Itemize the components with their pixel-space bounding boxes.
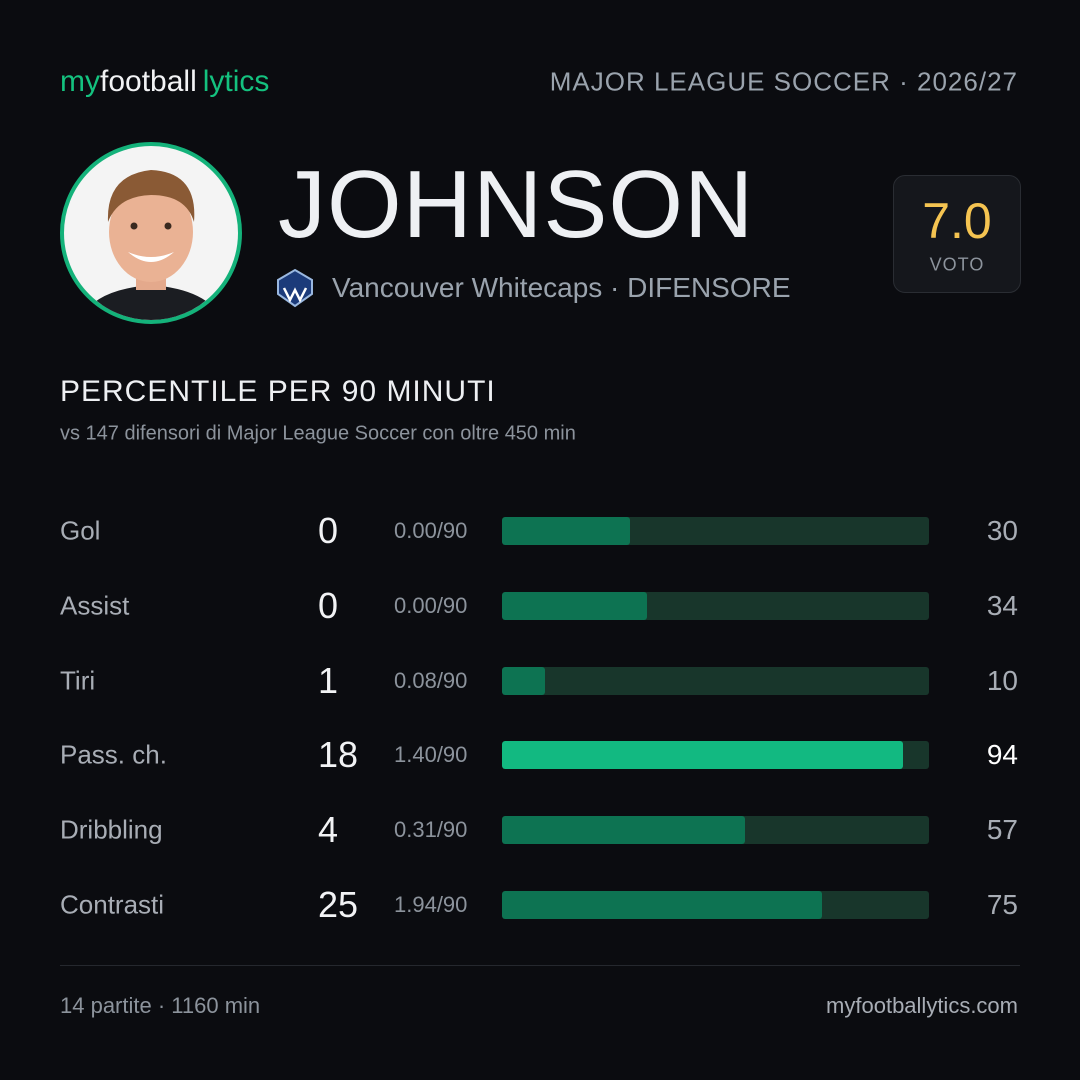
stat-percentile: 57 bbox=[986, 814, 1018, 846]
footer-right: myfootballytics.com bbox=[826, 993, 1018, 1018]
bar-track bbox=[502, 591, 929, 620]
percentile-bar bbox=[502, 891, 823, 919]
bar-track bbox=[502, 891, 929, 919]
club-info: Vancouver Whitecaps · DIFENSORE bbox=[332, 272, 791, 303]
bar-track bbox=[502, 666, 929, 695]
logo: myfootball lytics bbox=[60, 65, 269, 99]
stat-per90: 1.94/90 bbox=[394, 892, 468, 917]
player-name: JOHNSON bbox=[278, 151, 755, 258]
player-photo bbox=[60, 142, 242, 324]
stat-percentile: 34 bbox=[986, 589, 1018, 621]
bar-track bbox=[502, 517, 929, 545]
league: MAJOR LEAGUE SOCCER · 2026/27 bbox=[549, 66, 1018, 97]
stat-total: 25 bbox=[318, 884, 359, 925]
rating: 7.0 bbox=[922, 193, 992, 249]
stat-percentile: 10 bbox=[986, 664, 1018, 696]
rating-label: VOTO bbox=[929, 254, 985, 275]
percentile-bar bbox=[502, 816, 746, 845]
stat-total: 4 bbox=[318, 809, 339, 851]
logo-part: lytics bbox=[202, 65, 270, 98]
stat-per90: 1.40/90 bbox=[394, 742, 468, 768]
stat-total: 1 bbox=[318, 659, 339, 701]
footer-left: 14 partite · 1160 min bbox=[60, 993, 261, 1018]
stat-percentile: 75 bbox=[986, 889, 1018, 920]
stat-total: 0 bbox=[318, 584, 339, 626]
bar-track bbox=[502, 741, 929, 770]
section-title: PERCENTILE PER 90 MINUTI bbox=[60, 375, 496, 408]
divider bbox=[60, 965, 1020, 966]
stat-percentile: 30 bbox=[986, 515, 1018, 546]
percentile-bar bbox=[502, 591, 648, 620]
stat-per90: 0.00/90 bbox=[394, 592, 468, 618]
stat-label: Contrasti bbox=[60, 889, 165, 920]
stat-label: Pass. ch. bbox=[60, 739, 167, 770]
section-subtitle: vs 147 difensori di Major League Soccer … bbox=[60, 422, 576, 445]
stat-per90: 0.31/90 bbox=[394, 817, 468, 843]
logo-part: football bbox=[100, 65, 197, 98]
stat-per90: 0.00/90 bbox=[394, 518, 468, 543]
rating-box: 7.0 VOTO bbox=[893, 175, 1021, 293]
stat-label: Assist bbox=[60, 590, 130, 621]
percentile-bar bbox=[502, 666, 545, 695]
percentile-bar bbox=[502, 517, 631, 545]
stat-label: Dribbling bbox=[60, 814, 163, 845]
stat-label: Tiri bbox=[60, 665, 96, 696]
club-badge bbox=[277, 268, 313, 308]
stat-per90: 0.08/90 bbox=[394, 667, 468, 693]
stat-total: 0 bbox=[318, 510, 339, 551]
stat-total: 18 bbox=[318, 734, 359, 776]
percentile-bar bbox=[502, 741, 904, 770]
stat-percentile: 94 bbox=[986, 739, 1018, 771]
stat-label: Gol bbox=[60, 515, 101, 546]
bar-track bbox=[502, 816, 929, 845]
logo-part: my bbox=[60, 65, 100, 98]
